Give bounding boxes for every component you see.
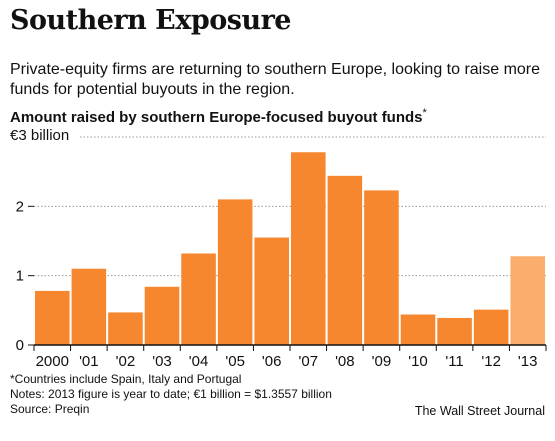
gridlines	[34, 136, 546, 277]
x-tick-label: '02	[116, 353, 136, 370]
y-tick-label: 1	[16, 268, 24, 285]
chart-heading: Amount raised by southern Europe-focused…	[10, 104, 427, 127]
x-tick-label: '09	[372, 353, 392, 370]
x-tick-label: '12	[481, 353, 501, 370]
bar	[437, 317, 472, 345]
bar	[35, 290, 70, 345]
bar	[144, 286, 180, 345]
x-tick-label: '03	[152, 353, 172, 370]
x-tick-label: '06	[262, 353, 282, 370]
publisher-credit: The Wall Street Journal	[414, 404, 545, 418]
bar	[71, 268, 107, 345]
bar	[473, 309, 509, 345]
y-tick-label: 2	[16, 198, 24, 215]
x-tick-label: '11	[445, 353, 463, 370]
footnote-marker: *	[422, 107, 427, 119]
bar	[327, 175, 363, 345]
bar	[181, 253, 216, 345]
bar	[108, 312, 143, 345]
chart-subtitle: Private-equity firms are returning to so…	[10, 61, 541, 98]
footnotes: *Countries include Spain, Italy and Port…	[10, 372, 332, 417]
chart-heading-text: Amount raised by southern Europe-focused…	[10, 109, 423, 126]
y-axis-ticks: 0 1 2	[16, 198, 34, 354]
x-tick-label: '07	[299, 353, 319, 370]
y-tick-label: 0	[16, 337, 24, 354]
x-tick-label: '01	[79, 353, 99, 370]
x-axis-ticks: 2000 '01 '02 '03 '04 '05 '06 '07 '08 '09 '10 '11 '12…	[33, 344, 547, 370]
x-tick-label: '13	[518, 353, 538, 370]
bar	[217, 199, 253, 345]
x-tick-label: '08	[335, 353, 355, 370]
bar	[510, 256, 545, 345]
x-tick-label: '05	[225, 353, 245, 370]
bar	[364, 190, 399, 345]
footnote-year: Notes: 2013 figure is year to date; €1 b…	[10, 387, 332, 401]
source-note: Source: Preqin	[10, 402, 90, 416]
x-tick-label: 2000	[36, 353, 69, 370]
bar	[254, 237, 289, 345]
bar	[291, 152, 326, 345]
chart-title-main: Southern Exposure	[10, 5, 291, 36]
bars	[35, 152, 545, 345]
footnote-countries: *Countries include Spain, Italy and Port…	[10, 372, 242, 386]
y-axis-unit-label: €3 billion	[10, 127, 70, 144]
bar	[400, 314, 436, 345]
x-tick-label: '04	[189, 353, 209, 370]
x-tick-label: '10	[408, 353, 428, 370]
